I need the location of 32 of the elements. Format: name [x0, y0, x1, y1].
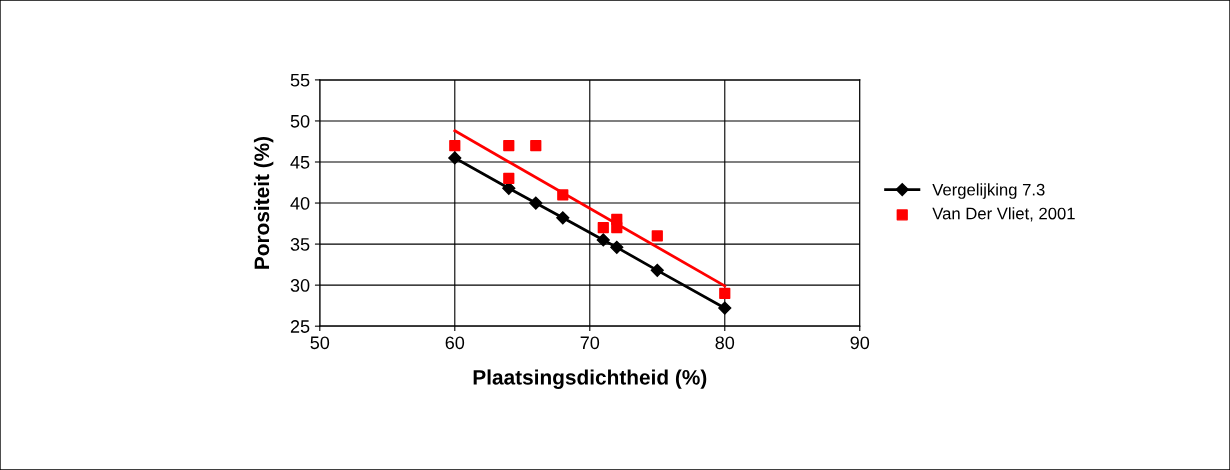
point [650, 263, 664, 277]
x-tick-label: 70 [580, 336, 600, 350]
point [610, 240, 624, 254]
x-axis-title: Plaatsingsdichtheid (%) [473, 369, 707, 389]
point [449, 139, 461, 152]
x-tick-label: 80 [715, 336, 735, 350]
y-tick-label: 25 [290, 320, 310, 333]
point [611, 222, 623, 234]
point [596, 233, 610, 247]
legend-label: Vergelijking 7.3 [932, 183, 1045, 199]
y-tick-label: 35 [290, 238, 310, 251]
x-tick-label: 90 [850, 336, 870, 350]
point [503, 139, 515, 152]
point [503, 172, 515, 185]
y-tick-label: 50 [290, 114, 310, 128]
y-tick-label: 55 [290, 74, 310, 87]
point [530, 139, 542, 152]
x-tick-label: 60 [445, 336, 465, 350]
point [718, 301, 732, 315]
point [597, 222, 609, 234]
y-tick-label: 30 [290, 279, 310, 292]
point [719, 287, 731, 299]
point [529, 196, 543, 210]
x-tick-label: 50 [310, 336, 330, 350]
point [556, 211, 570, 225]
point [448, 151, 462, 165]
y-tick-label: 45 [290, 156, 310, 169]
point [557, 189, 569, 201]
y-tick-label: 40 [290, 196, 310, 210]
point [651, 230, 663, 242]
legend-label: Van Der Vliet, 2001 [932, 207, 1075, 222]
y-axis-title: Porositeit (%) [253, 136, 274, 269]
